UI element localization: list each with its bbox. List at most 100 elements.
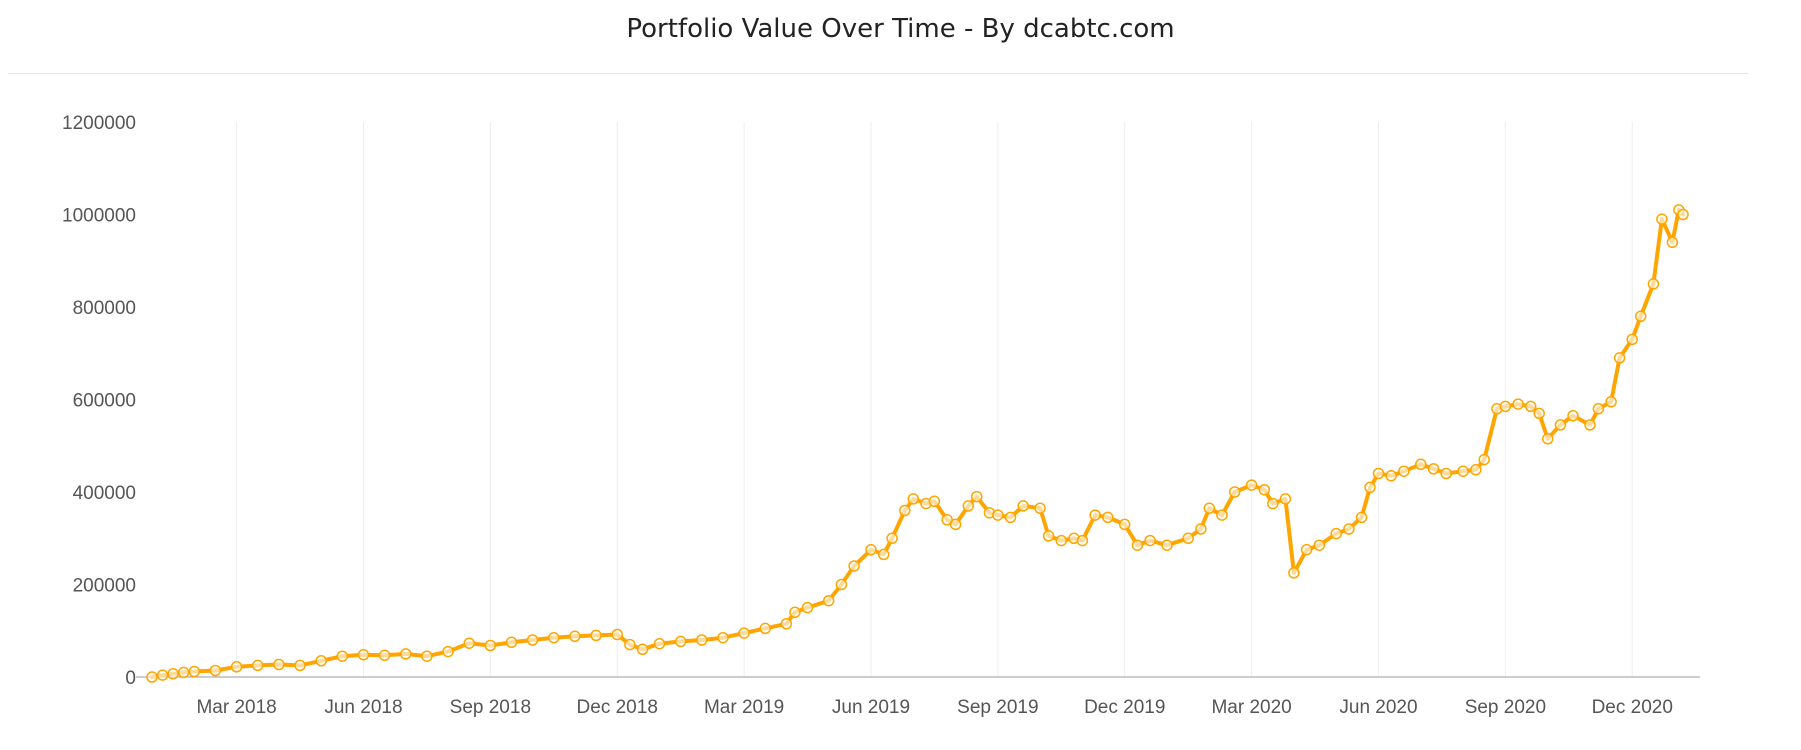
- data-point: [1398, 465, 1410, 477]
- data-point: [590, 629, 602, 642]
- data-point: [1567, 409, 1579, 422]
- data-point: [1647, 278, 1660, 290]
- data-point: [1634, 310, 1647, 323]
- x-tick-label: Mar 2018: [196, 697, 276, 718]
- data-point: [970, 490, 983, 503]
- y-tick-label: 0: [125, 668, 136, 689]
- data-point: [1470, 464, 1482, 476]
- data-point: [336, 650, 349, 662]
- data-point: [886, 532, 898, 545]
- data-point: [1592, 403, 1605, 415]
- data-point: [1055, 534, 1068, 547]
- x-tick-label: Sep 2018: [450, 697, 531, 718]
- data-point: [1288, 567, 1300, 579]
- data-point: [822, 594, 835, 607]
- data-point: [1216, 509, 1228, 521]
- data-point: [463, 637, 475, 649]
- data-point: [251, 659, 264, 672]
- data-point: [801, 601, 814, 614]
- data-point: [1605, 396, 1617, 408]
- data-point: [1258, 483, 1271, 496]
- data-point: [1279, 493, 1292, 505]
- data-point: [156, 669, 169, 681]
- title-divider: [8, 73, 1748, 74]
- data-point: [1364, 481, 1376, 494]
- data-point: [1427, 463, 1440, 475]
- data-point: [611, 628, 623, 641]
- x-tick-label: Jun 2019: [832, 697, 910, 718]
- series-line-portfolio-value: [150, 207, 1685, 679]
- data-point: [941, 514, 953, 526]
- x-tick-label: Jun 2020: [1339, 697, 1417, 718]
- data-point: [1182, 532, 1194, 545]
- y-tick-label: 600000: [73, 391, 136, 412]
- data-point: [877, 548, 890, 561]
- data-point: [548, 631, 560, 644]
- y-tick-label: 200000: [73, 576, 136, 597]
- x-tick-label: Mar 2020: [1211, 697, 1291, 718]
- data-point: [653, 637, 666, 650]
- data-point: [442, 645, 454, 658]
- x-tick-label: Sep 2019: [957, 697, 1038, 718]
- data-point: [1499, 400, 1512, 413]
- data-point: [1440, 467, 1452, 480]
- data-point: [188, 665, 201, 678]
- data-point: [1004, 511, 1017, 524]
- data-point: [899, 504, 911, 517]
- data-point: [1524, 400, 1537, 413]
- x-tick-label: Dec 2018: [577, 697, 658, 718]
- data-point: [1666, 236, 1679, 249]
- data-point: [1343, 523, 1355, 535]
- data-point: [1626, 333, 1638, 346]
- data-point: [1102, 511, 1114, 524]
- data-point: [1613, 352, 1626, 364]
- data-point: [848, 560, 860, 572]
- data-point: [421, 650, 433, 662]
- data-point: [674, 635, 687, 648]
- data-point: [928, 495, 941, 508]
- data-point: [1656, 213, 1668, 225]
- data-point: [992, 509, 1004, 521]
- data-point: [1313, 539, 1326, 551]
- data-point: [738, 627, 750, 639]
- y-axis-ticks: 0 200000 400000 600000 800000 1000000 1200000: [62, 113, 136, 689]
- data-point: [759, 622, 771, 635]
- data-point: [1355, 511, 1368, 524]
- x-tick-label: Jun 2018: [324, 697, 402, 718]
- data-point: [1512, 398, 1524, 410]
- x-tick-label: Dec 2019: [1084, 697, 1165, 718]
- data-point: [378, 649, 391, 662]
- data-point: [789, 606, 801, 619]
- data-point: [400, 648, 412, 660]
- x-axis-ticks: Mar 2018 Jun 2018 Sep 2018 Dec 2018 Mar 2019…: [196, 697, 1672, 718]
- data-point: [1118, 518, 1131, 531]
- data-point: [1228, 486, 1241, 498]
- data-point: [1131, 539, 1144, 551]
- data-point: [1457, 465, 1469, 477]
- data-point: [167, 668, 179, 680]
- data-point: [146, 671, 158, 683]
- data-point: [526, 634, 539, 646]
- data-point: [949, 518, 962, 531]
- data-point: [1385, 470, 1397, 482]
- data-point: [273, 658, 285, 671]
- data-point: [294, 659, 306, 672]
- y-tick-label: 800000: [73, 298, 136, 319]
- x-tick-label: Dec 2020: [1592, 697, 1673, 718]
- data-point: [696, 634, 708, 646]
- data-point: [1076, 534, 1089, 547]
- x-tick-label: Sep 2020: [1465, 697, 1546, 718]
- data-point: [1554, 419, 1567, 431]
- data-point: [624, 638, 636, 651]
- data-point: [1034, 502, 1046, 514]
- data-point: [177, 666, 190, 679]
- data-point: [1677, 208, 1689, 221]
- data-point: [1245, 479, 1258, 491]
- data-point: [209, 664, 222, 677]
- data-point: [505, 636, 518, 649]
- grid-layer: [236, 122, 1633, 677]
- data-point: [484, 639, 497, 652]
- y-tick-label: 1000000: [62, 206, 136, 227]
- data-point: [1372, 467, 1385, 480]
